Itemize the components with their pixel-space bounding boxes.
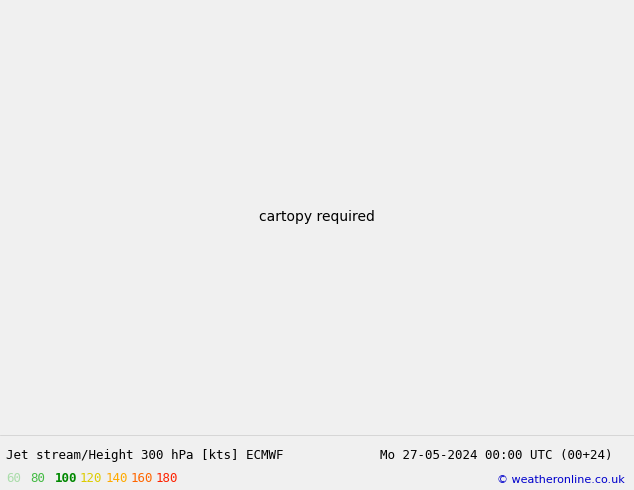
Text: 140: 140 (105, 472, 127, 486)
Text: 60: 60 (6, 472, 22, 486)
Text: Jet stream/Height 300 hPa [kts] ECMWF: Jet stream/Height 300 hPa [kts] ECMWF (6, 449, 284, 463)
Text: 100: 100 (55, 472, 77, 486)
Text: 120: 120 (80, 472, 102, 486)
Text: 180: 180 (156, 472, 178, 486)
Text: 80: 80 (30, 472, 46, 486)
Text: Mo 27-05-2024 00:00 UTC (00+24): Mo 27-05-2024 00:00 UTC (00+24) (380, 449, 613, 463)
Text: © weatheronline.co.uk: © weatheronline.co.uk (497, 475, 624, 486)
Text: cartopy required: cartopy required (259, 210, 375, 224)
Text: 160: 160 (131, 472, 153, 486)
